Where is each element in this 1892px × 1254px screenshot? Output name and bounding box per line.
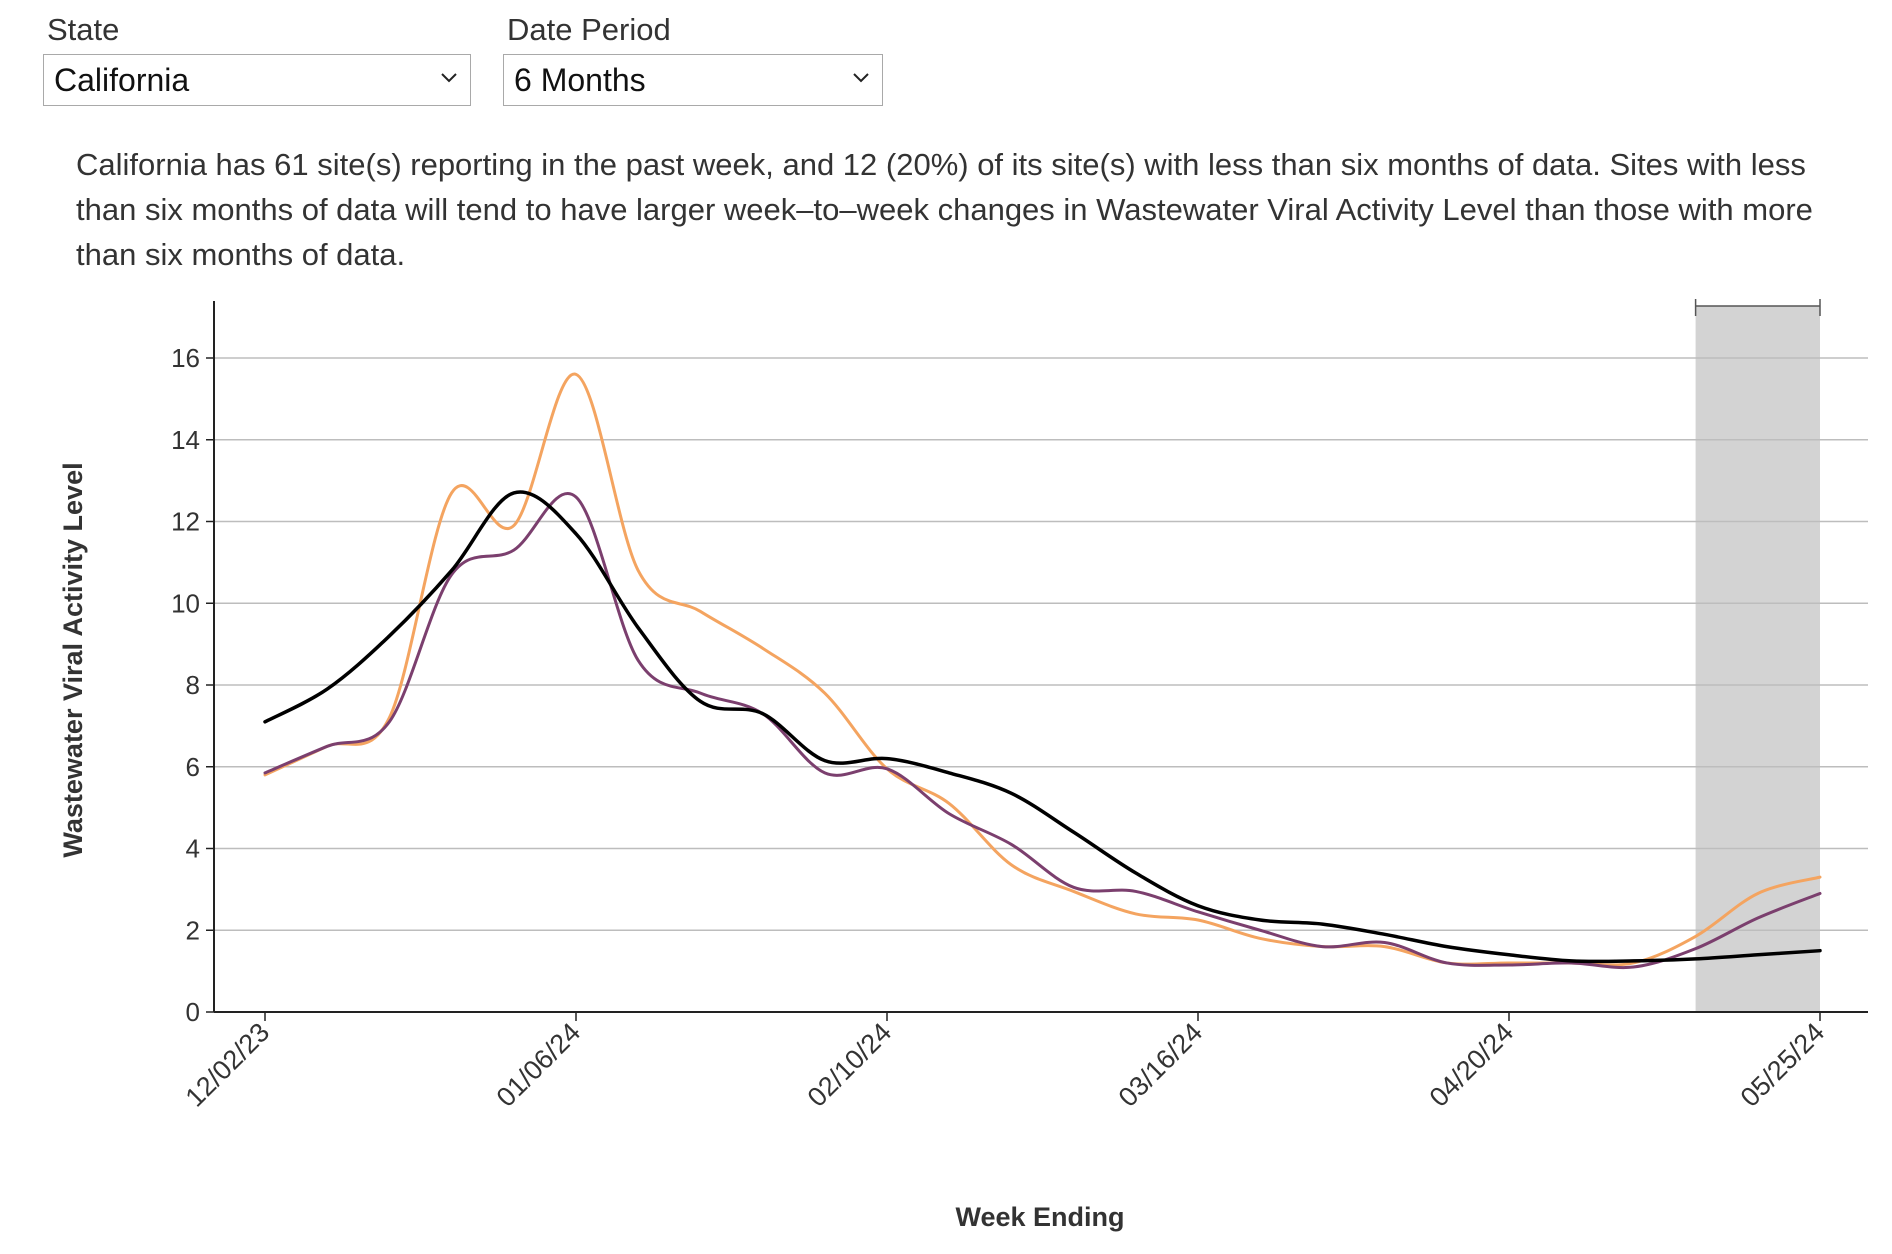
series-line-purple [263, 492, 1822, 970]
y-tick-label: 12 [171, 507, 200, 537]
x-tick-label: 03/16/24 [1113, 1017, 1209, 1113]
state-select[interactable]: California [43, 54, 471, 106]
incomplete-data-shade [1695, 306, 1820, 1012]
y-tick-label: 14 [171, 425, 200, 455]
period-select-value: 6 Months [514, 62, 646, 98]
y-tick-label: 16 [171, 343, 200, 373]
y-tick-label: 8 [186, 670, 200, 700]
x-axis-title: Week Ending [955, 1202, 1124, 1232]
state-select-value: California [54, 62, 190, 98]
y-tick-label: 10 [171, 588, 200, 618]
y-axis-title: Wastewater Viral Activity Level [58, 462, 88, 857]
x-tick-label: 05/25/24 [1735, 1017, 1831, 1113]
x-tick-label: 01/06/24 [491, 1017, 587, 1113]
y-tick-label: 4 [186, 834, 200, 864]
state-label: State [47, 12, 120, 47]
x-tick-label: 04/20/24 [1424, 1017, 1520, 1113]
x-tick-label: 12/02/23 [180, 1017, 276, 1113]
chevron-down-icon [441, 73, 457, 83]
wastewater-line-chart: 0 2 4 6 8 10 12 14 16 12/02/23 01/06/24 02/10/24 03/… [58, 299, 1868, 1232]
y-tick-label: 0 [186, 997, 200, 1027]
state-control: State California [43, 10, 471, 106]
site-reporting-description: California has 61 site(s) reporting in t… [76, 147, 1813, 272]
series-line-orange [263, 372, 1822, 967]
y-tick-label: 6 [186, 752, 200, 782]
period-select[interactable]: 6 Months [503, 54, 883, 106]
period-label: Date Period [507, 12, 671, 47]
period-control: Date Period 6 Months [503, 10, 883, 106]
x-tick-label: 02/10/24 [802, 1017, 898, 1113]
series-line-black [263, 490, 1822, 964]
y-tick-label: 2 [186, 915, 200, 945]
chevron-down-icon [853, 73, 869, 83]
